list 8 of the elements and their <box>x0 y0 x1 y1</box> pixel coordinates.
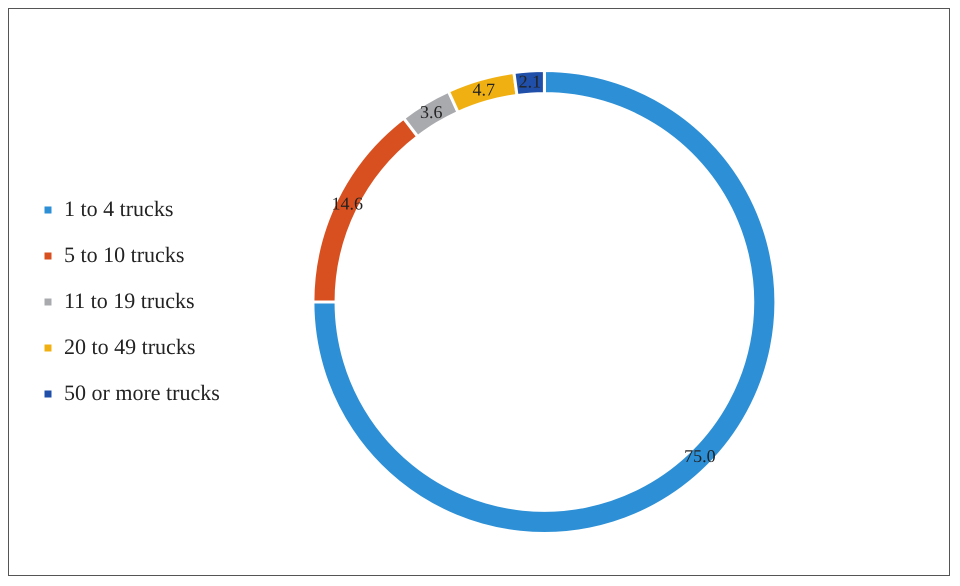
legend-label: 5 to 10 trucks <box>64 242 184 267</box>
legend-label: 20 to 49 trucks <box>64 334 196 359</box>
data-label: 2.1 <box>518 71 542 92</box>
legend-label: 1 to 4 trucks <box>64 196 174 221</box>
legend-label: 50 or more trucks <box>64 380 220 405</box>
legend-label: 11 to 19 trucks <box>64 288 195 313</box>
data-label: 4.7 <box>472 79 495 100</box>
data-label: 3.6 <box>420 102 443 122</box>
